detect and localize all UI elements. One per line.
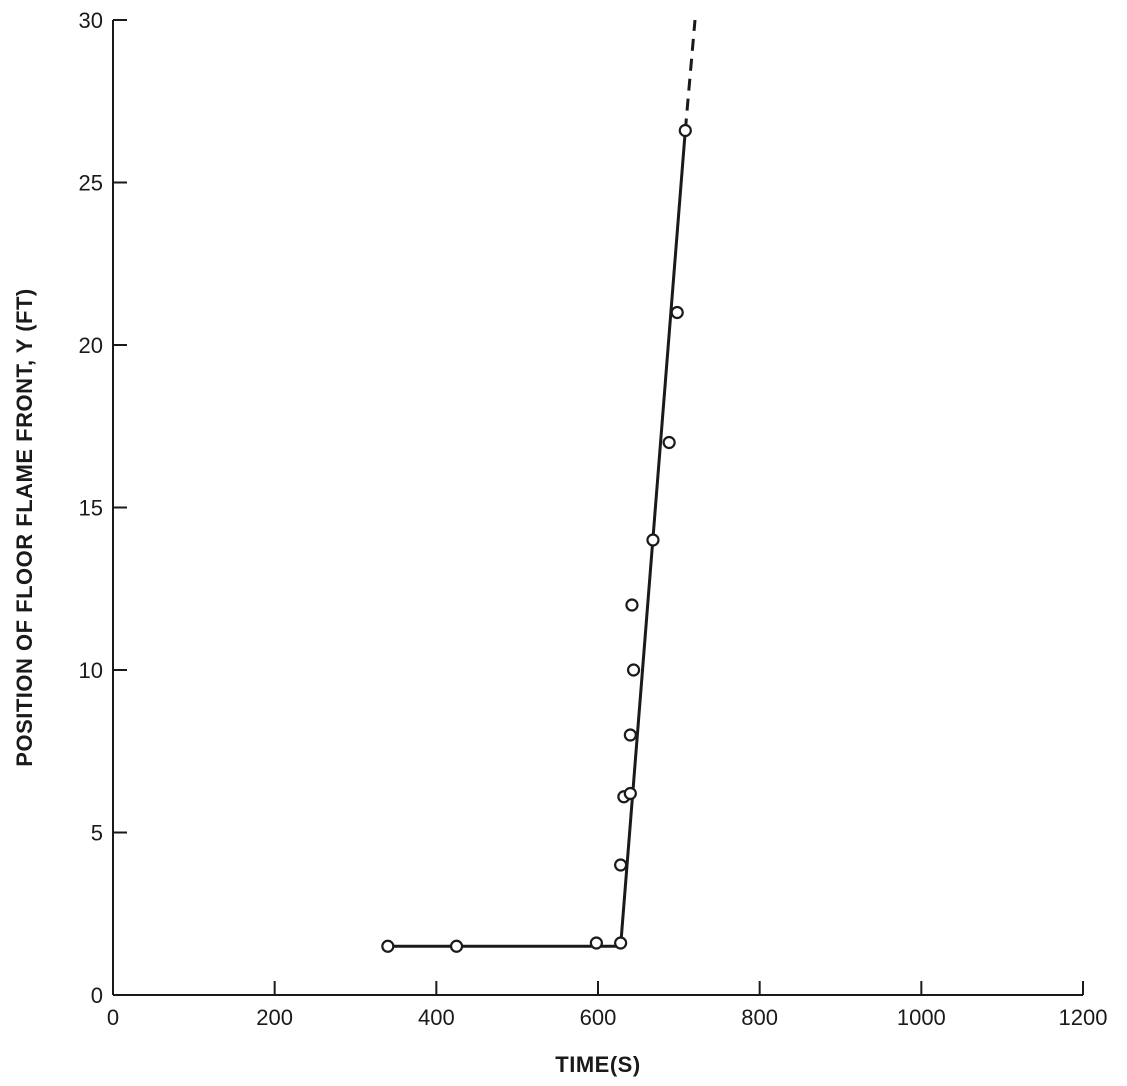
x-ticks: 0 200 400 600 800 1000 1200 [107, 981, 1108, 1030]
y-tick-label: 25 [79, 171, 103, 196]
x-tick-label: 200 [256, 1005, 293, 1030]
data-point [589, 936, 603, 950]
data-point [646, 533, 660, 547]
fit-line-dashed [683, 19, 697, 131]
y-ticks: 0 5 10 15 20 25 30 [79, 8, 127, 1008]
data-point [381, 939, 395, 953]
fit-line-solid [387, 130, 687, 948]
x-tick-label: 1200 [1059, 1005, 1108, 1030]
y-tick-label: 20 [79, 333, 103, 358]
y-tick-label: 15 [79, 496, 103, 521]
data-point [662, 435, 676, 450]
data-point [449, 939, 464, 953]
x-tick-label: 400 [418, 1005, 455, 1030]
data-point [625, 598, 639, 612]
axes [112, 20, 1083, 996]
y-axis-title: POSITION OF FLOOR FLAME FRONT, Y (FT) [12, 288, 37, 766]
y-tick-label: 5 [91, 821, 103, 846]
data-point [614, 858, 628, 872]
data-point [623, 728, 637, 742]
data-point [626, 663, 641, 677]
data-point [678, 123, 692, 138]
y-tick-label: 0 [91, 983, 103, 1008]
data-point [614, 936, 628, 950]
x-tick-label: 0 [107, 1005, 119, 1030]
data-points [381, 123, 692, 953]
x-tick-label: 600 [580, 1005, 617, 1030]
data-point [670, 305, 684, 320]
x-tick-label: 800 [741, 1005, 778, 1030]
y-tick-label: 30 [79, 8, 103, 33]
data-point [623, 786, 637, 801]
y-tick-label: 10 [79, 658, 103, 683]
fit-line-group [387, 19, 697, 948]
x-tick-label: 1000 [897, 1005, 946, 1030]
x-axis-title: TIME(S) [555, 1052, 640, 1077]
